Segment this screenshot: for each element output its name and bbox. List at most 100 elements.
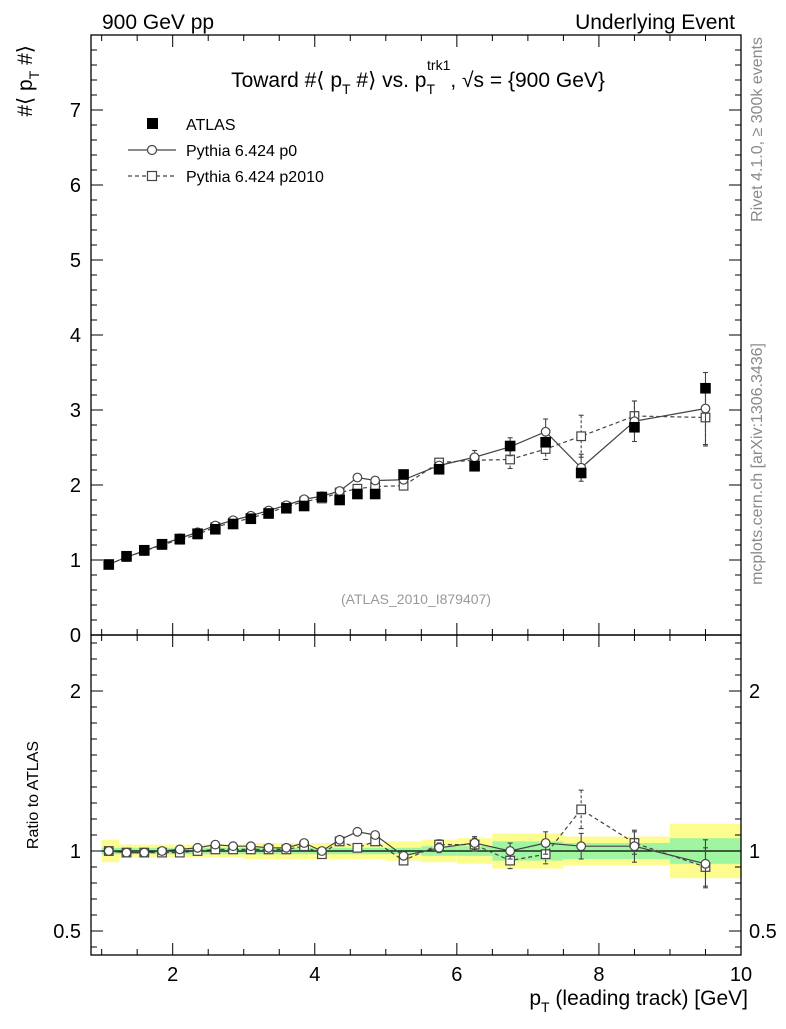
analysis-watermark: (ATLAS_2010_I879407): [341, 591, 491, 607]
xlabel-sub: T: [541, 999, 550, 1015]
ratio-p0-point: [469, 838, 480, 848]
ratio-p0-point: [576, 841, 587, 852]
atlas-data-point: [469, 460, 480, 472]
main-p0-point: [370, 475, 381, 486]
ylabel-main: #⟨ p: [14, 79, 37, 116]
ratio-p0-point: [174, 844, 185, 855]
ratio-p2010-point: [576, 804, 587, 815]
y-tick-label: 1: [70, 550, 81, 572]
atlas-data-point: [504, 440, 516, 452]
xlabel-main: p: [529, 987, 541, 1010]
ratio-y-tick-label-left: 0.5: [53, 921, 81, 943]
atlas-data-point: [245, 513, 257, 525]
atlas-data-point: [352, 488, 363, 500]
title-tail: , √s = {900 GeV}: [450, 69, 605, 92]
ratio-panel-series: [103, 789, 711, 889]
ratio-p0-point: [103, 846, 114, 856]
ratio-p0-point: [228, 841, 238, 852]
atlas-data-point: [369, 488, 381, 500]
legend-atlas-marker: [147, 118, 158, 129]
atlas-data-point: [629, 421, 640, 433]
atlas-data-point: [700, 382, 711, 394]
ratio-y-tick-label-right: 1: [749, 841, 760, 863]
y-axis-label: #⟨ pT #⟩: [14, 45, 42, 117]
ratio-y-tick-label-left: 1: [70, 841, 81, 863]
atlas-data-point: [540, 436, 551, 448]
atlas-data-point: [263, 508, 274, 519]
legend-p0-marker: [146, 144, 158, 156]
ratio-y-tick-label-right: 0.5: [749, 921, 777, 943]
ratio-y-tick-label-right: 2: [749, 681, 760, 703]
x-tick-label: 10: [730, 964, 752, 986]
main-panel-series: [103, 371, 711, 570]
legend-p0-label: Pythia 6.424 p0: [186, 143, 297, 160]
main-p0-point: [334, 486, 345, 496]
main-p0-point: [469, 452, 480, 463]
atlas-data-point: [121, 550, 132, 562]
atlas-data-point: [433, 463, 445, 475]
xlabel-tail: (leading track) [GeV]: [550, 987, 748, 1010]
legend-p2010-marker: [146, 170, 158, 182]
ratio-p0-point: [334, 834, 345, 845]
x-tick-label: 4: [309, 964, 320, 986]
ratio-p0-point: [398, 850, 409, 861]
ratio-p2010-line: [108, 808, 706, 868]
x-tick-label: 8: [593, 964, 604, 986]
ratio-p0-point: [316, 846, 327, 856]
ylabel-tail: #⟩: [14, 45, 37, 71]
x-tick-label: 6: [451, 964, 462, 986]
atlas-data-point: [192, 528, 203, 540]
main-p2010-point: [505, 454, 516, 465]
x-tick-label: 2: [167, 964, 178, 986]
title-sup2: trk1: [427, 57, 451, 73]
ratio-y-axis-label: Ratio to ATLAS: [25, 741, 42, 849]
atlas-data-point: [281, 502, 292, 514]
title-sub1: T: [342, 81, 351, 97]
ratio-p0-point: [505, 846, 516, 856]
title-sub2: T: [426, 81, 435, 97]
rivet-version-text: Rivet 4.1.0, ≥ 300k events: [749, 37, 766, 222]
atlas-data-point: [575, 467, 587, 479]
legend: ATLAS Pythia 6.424 p0 Pythia 6.424 p2010: [128, 117, 324, 186]
ratio-p0-point: [157, 846, 167, 856]
legend-p2010-label: Pythia 6.424 p2010: [186, 169, 324, 186]
energy-label: 900 GeV pp: [102, 11, 214, 34]
ratio-p0-point: [192, 842, 203, 853]
atlas-data-point: [138, 544, 150, 556]
ylabel-sub: T: [26, 70, 42, 79]
y-tick-label: 5: [70, 250, 81, 272]
ratio-p0-point: [700, 858, 711, 869]
title-mid: #⟩ vs. p: [351, 69, 427, 92]
atlas-data-point: [298, 500, 310, 512]
atlas-data-point: [227, 518, 239, 530]
y-tick-label: 0: [70, 625, 81, 647]
axes: 2 4 6 8 10 0 1 2 3 4 5 6 7 0.5 0.5 1 1 2 2: [53, 34, 777, 986]
ratio-p0-point: [210, 839, 221, 850]
main-p0-point: [700, 403, 711, 414]
ratio-p0-point: [139, 847, 150, 858]
ratio-panel-frame: [90, 634, 742, 956]
ratio-p2010-point: [352, 842, 363, 853]
analysis-label: Underlying Event: [575, 11, 735, 34]
atlas-data-point: [174, 533, 186, 545]
atlas-data-point: [334, 494, 345, 506]
atlas-data-point: [316, 491, 328, 503]
mcplots-reference-text: mcplots.cern.ch [arXiv:1306.3436]: [749, 343, 766, 585]
y-tick-label: 4: [70, 325, 81, 347]
legend-atlas-label: ATLAS: [186, 117, 236, 134]
atlas-data-point: [156, 538, 168, 550]
ratio-p0-point: [121, 847, 132, 858]
ratio-y-tick-label-left: 2: [70, 681, 81, 703]
y-tick-label: 3: [70, 400, 81, 422]
ratio-p0-point: [540, 838, 551, 848]
ratio-p0-point: [245, 841, 256, 852]
ratio-p0-point: [352, 826, 363, 837]
ratio-p0-point: [434, 842, 444, 853]
atlas-data-point: [103, 559, 115, 570]
atlas-data-point: [398, 469, 409, 480]
title-main: Toward #⟨ p: [231, 69, 342, 92]
ratio-p0-point: [281, 842, 292, 853]
ratio-p0-point: [629, 841, 640, 852]
